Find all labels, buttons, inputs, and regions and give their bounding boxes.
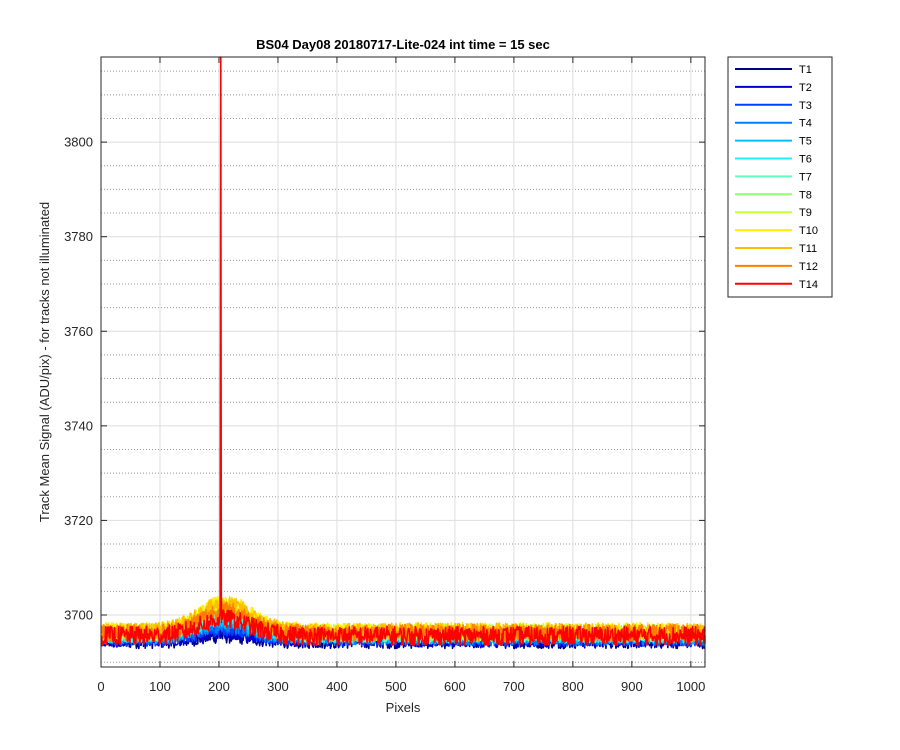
x-tick-label: 300 bbox=[267, 679, 289, 694]
x-tick-labels: 0 100 200 300 400 500 600 700 800 900 1000 bbox=[97, 679, 705, 694]
grid bbox=[100, 57, 705, 667]
legend-label-t9: T9 bbox=[799, 207, 812, 219]
y-tick-labels: 3700 3720 3740 3760 3780 3800 bbox=[64, 135, 93, 623]
legend-label-t4: T4 bbox=[799, 118, 812, 130]
x-tick-label: 200 bbox=[208, 679, 230, 694]
legend-label-t7: T7 bbox=[799, 171, 812, 183]
legend-label-t12: T12 bbox=[799, 261, 818, 273]
legend-label-t3: T3 bbox=[799, 100, 812, 112]
x-tick-label: 500 bbox=[385, 679, 407, 694]
y-tick-label: 3720 bbox=[64, 513, 93, 528]
legend-label-t14: T14 bbox=[799, 279, 818, 291]
plot-area bbox=[100, 56, 706, 668]
y-axis-title: Track Mean Signal (ADU/pix) - for tracks… bbox=[37, 202, 52, 522]
x-tick-label: 600 bbox=[444, 679, 466, 694]
y-tick-label: 3740 bbox=[64, 418, 93, 433]
y-tick-label: 3780 bbox=[64, 229, 93, 244]
x-tick-label: 400 bbox=[326, 679, 348, 694]
legend-label-t8: T8 bbox=[799, 189, 812, 201]
x-tick-label: 800 bbox=[562, 679, 584, 694]
legend-label-t1: T1 bbox=[799, 64, 812, 76]
legend-label-t5: T5 bbox=[799, 136, 812, 148]
legend-items: T1 T2 T3 T4 T5 T6 T7 T8 T9 T10 T11 T12 T14 bbox=[735, 64, 818, 291]
x-tick-label: 100 bbox=[149, 679, 171, 694]
plot-frame bbox=[100, 56, 706, 668]
x-tick-label: 700 bbox=[503, 679, 525, 694]
legend-label-t2: T2 bbox=[799, 82, 812, 94]
y-tick-label: 3760 bbox=[64, 324, 93, 339]
legend-label-t11: T11 bbox=[799, 243, 817, 255]
x-tick-label: 1000 bbox=[676, 679, 705, 694]
y-tick-label: 3700 bbox=[64, 607, 93, 622]
legend-label-t6: T6 bbox=[799, 154, 812, 166]
x-axis-title: Pixels bbox=[386, 700, 421, 715]
legend: T1 T2 T3 T4 T5 T6 T7 T8 T9 T10 T11 T12 T14 bbox=[727, 56, 833, 298]
x-tick-label: 0 bbox=[97, 679, 104, 694]
plot-background bbox=[101, 57, 705, 667]
series-lines bbox=[100, 56, 706, 650]
y-tick-label: 3800 bbox=[64, 135, 93, 150]
x-tick-label: 900 bbox=[621, 679, 643, 694]
chart-title: BS04 Day08 20180717-Lite-024 int time = … bbox=[256, 37, 550, 52]
axis-ticks bbox=[100, 57, 705, 667]
legend-label-t10: T10 bbox=[799, 225, 818, 237]
series-line-t14 bbox=[100, 56, 706, 647]
